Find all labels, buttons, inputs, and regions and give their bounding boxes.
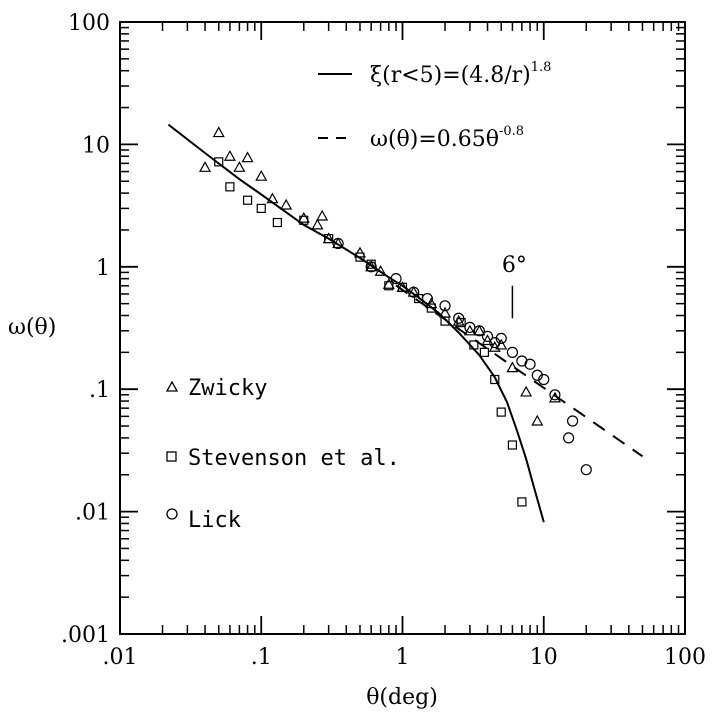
- lick-point: [538, 373, 550, 386]
- zwicky-point: [297, 211, 310, 223]
- zwicky-point: [407, 285, 420, 297]
- zwicky-point: [266, 192, 279, 204]
- legend-solid-label: ξ(r<5)=(4.8/r)1.8: [370, 60, 551, 88]
- stevenson-point: [299, 215, 309, 225]
- zwicky-point: [316, 209, 329, 221]
- y-axis-label: ω(θ): [8, 315, 56, 340]
- stevenson-point: [490, 374, 500, 385]
- stevenson-point: [225, 182, 235, 192]
- x-tick-label: .1: [251, 645, 272, 670]
- y-tick-label: .001: [61, 623, 110, 648]
- zwicky-point: [452, 314, 465, 326]
- zwicky-point: [332, 237, 345, 249]
- x-tick-label: 1: [396, 645, 410, 670]
- lick-point: [408, 286, 420, 298]
- zwicky-point: [212, 126, 225, 138]
- y-tick-label: 100: [68, 11, 110, 36]
- lick-point: [524, 358, 536, 370]
- zwicky-point: [223, 150, 236, 161]
- lick-point: [563, 432, 575, 444]
- zwicky-point: [311, 218, 324, 230]
- minor-ticks: [120, 22, 685, 634]
- lick-point: [549, 389, 561, 401]
- stevenson-point: [355, 252, 365, 262]
- stevenson-point: [242, 195, 253, 205]
- legend-circle-marker: [166, 508, 178, 520]
- zwicky-point: [506, 361, 519, 373]
- lick-point: [566, 415, 579, 427]
- zwicky-point: [463, 324, 476, 336]
- y-tick-label: 1: [96, 256, 110, 281]
- lick-point: [464, 321, 476, 333]
- zwicky-point: [382, 278, 395, 289]
- lick-point: [506, 346, 519, 358]
- stevenson-point: [479, 347, 489, 357]
- y-tick-label: 10: [82, 133, 110, 158]
- legend-zwicky-label: Zwicky: [188, 376, 267, 401]
- zwicky-point: [255, 169, 268, 181]
- zwicky-point: [548, 391, 561, 403]
- y-tick-label: .01: [75, 501, 110, 526]
- legend-square-marker: [166, 451, 177, 462]
- zwicky-point: [374, 264, 387, 276]
- stevenson-point: [324, 233, 334, 244]
- x-tick-label: 10: [530, 645, 558, 670]
- lick-point: [439, 300, 451, 312]
- zwicky-point: [199, 161, 212, 172]
- stevenson-point: [469, 340, 479, 350]
- annotation-label: 6°: [502, 253, 527, 278]
- line-legend: ξ(r<5)=(4.8/r)1.8 ω(θ)=0.65θ-0.8: [318, 60, 551, 152]
- xi-model-line: [167, 123, 545, 523]
- marker-legend: Zwicky Stevenson et al. Lick: [165, 376, 400, 533]
- lick-point: [580, 464, 592, 476]
- lick-point: [473, 325, 485, 337]
- zwicky-point: [495, 338, 508, 350]
- zwicky-point: [280, 198, 293, 210]
- legend-lick-label: Lick: [188, 508, 241, 533]
- stevenson-point: [496, 407, 506, 417]
- zwicky-point: [365, 260, 378, 272]
- stevenson-point: [397, 282, 408, 292]
- plot-frame: [119, 21, 686, 635]
- x-tick-label: 100: [664, 645, 706, 670]
- x-tick-label: .01: [103, 645, 138, 670]
- stevenson-point: [426, 303, 436, 313]
- stevenson-point: [440, 316, 450, 326]
- lines-layer: [167, 123, 644, 523]
- zwicky-point: [473, 324, 486, 336]
- zwicky-point: [241, 151, 254, 163]
- y-tick-labels: .001 .01 .1 1 10 100: [61, 11, 110, 648]
- zwicky-point: [520, 385, 533, 397]
- stevenson-point: [384, 281, 394, 291]
- y-tick-label: .1: [89, 378, 110, 403]
- lick-point: [481, 330, 494, 343]
- stevenson-point: [272, 217, 282, 228]
- zwicky-point: [233, 161, 246, 172]
- legend-dashed-label: ω(θ)=0.65θ-0.8: [370, 124, 524, 152]
- stevenson-point: [256, 203, 266, 214]
- legend-stevenson-label: Stevenson et al.: [188, 446, 400, 471]
- legend-triangle-marker: [165, 380, 179, 392]
- stevenson-point: [517, 497, 527, 507]
- lick-point: [365, 261, 377, 273]
- lick-point: [495, 332, 507, 345]
- x-tick-labels: .01 .1 1 10 100: [103, 645, 707, 670]
- lick-point: [453, 312, 465, 324]
- major-ticks: [119, 21, 686, 635]
- stevenson-point: [507, 440, 518, 450]
- lick-point: [332, 237, 344, 250]
- stevenson-point: [214, 157, 224, 167]
- x-axis-label: θ(deg): [366, 685, 438, 710]
- lick-point: [390, 273, 402, 285]
- markers-layer: [199, 126, 592, 507]
- zwicky-point: [531, 414, 544, 426]
- lick-point: [421, 292, 433, 305]
- zwicky-point: [353, 246, 366, 258]
- power-law-fit-line: [395, 284, 644, 458]
